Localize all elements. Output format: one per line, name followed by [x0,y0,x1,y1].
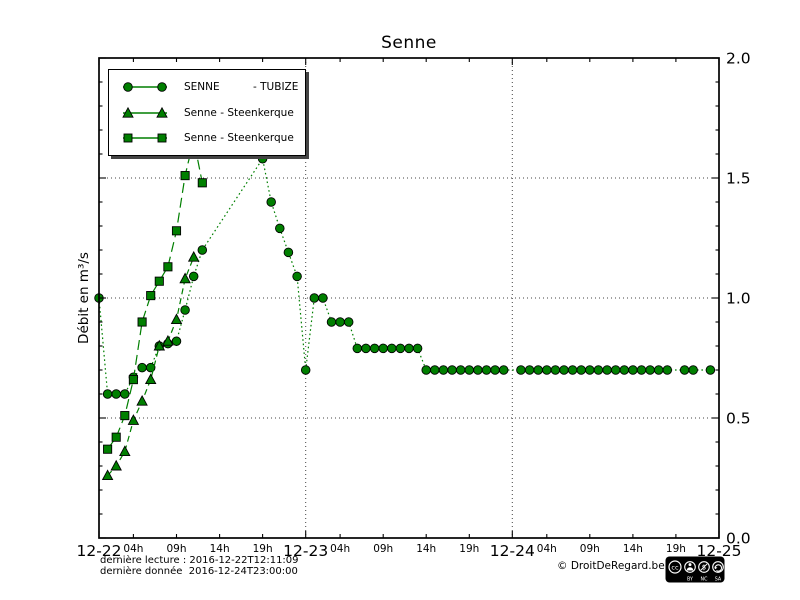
legend-label: SENNE - TUBIZE [184,80,299,93]
x-hour-label: 04h [123,543,143,555]
x-hour-label: 09h [373,543,393,555]
y-axis-label: Débit en m³/s [76,252,92,344]
svg-text:SA: SA [715,577,722,583]
svg-text:BY: BY [687,577,693,583]
x-day-label: 12-24 [490,542,535,560]
y-tick-label: 0.5 [726,410,751,428]
legend-square-marker-icon [123,133,167,143]
x-hour-label: 09h [580,543,600,555]
x-hour-label: 19h [666,543,686,555]
y-tick-labels: 0.0 0.5 1.0 1.5 2.0 [726,50,751,548]
y-tick-label: 0.0 [726,530,751,548]
x-hour-label: 14h [416,543,436,555]
x-hour-label: 04h [330,543,350,555]
series-line-1 [107,256,195,477]
chart-legend: SENNE - TUBIZE Senne - Steenkerque Senne… [108,69,306,156]
x-hour-label: 04h [537,543,557,555]
copyright-text: © DroitDeRegard.be [557,560,665,572]
x-hour-label: 19h [459,543,479,555]
x-hour-label: 09h [166,543,186,555]
x-day-label: 12-22 [76,542,121,560]
x-day-label: 12-23 [283,542,328,560]
last-reading-text: dernière lecture : 2016-12-22T12:11:09 [100,555,299,566]
legend-circle-marker-icon [123,82,167,92]
x-tick-labels: 12-22 12-23 12-24 12-25 04h 09h 14h 19h 04h 09h 14… [76,542,741,560]
svg-text:cc: cc [671,563,679,571]
x-hour-label: 14h [623,543,643,555]
legend-triangle-marker-icon [122,106,168,118]
creative-commons-badge-icon: cc $ BY NC SA [665,556,725,583]
legend-entry-steenkerque-2: Senne - Steenkerque [119,125,305,151]
legend-entry-tubize: SENNE - TUBIZE [119,74,305,100]
series-markers-0 [94,154,716,399]
y-tick-label: 2.0 [726,50,751,68]
plot-border [98,57,720,539]
y-tick-label: 1.0 [726,290,751,308]
x-hour-label: 19h [253,543,273,555]
legend-entry-steenkerque-1: Senne - Steenkerque [119,100,305,126]
chart-title: Senne [381,33,437,53]
legend-label: Senne - Steenkerque [184,106,294,119]
x-day-label: 12-25 [696,542,741,560]
series-markers-2 [103,135,207,454]
last-data-text: dernière donnée 2016-12-24T23:00:00 [100,566,298,577]
series-markers-1 [101,250,200,481]
svg-text:NC: NC [701,577,709,583]
y-tick-label: 1.5 [726,170,751,188]
legend-label: Senne - Steenkerque [184,132,294,145]
x-hour-label: 14h [210,543,230,555]
